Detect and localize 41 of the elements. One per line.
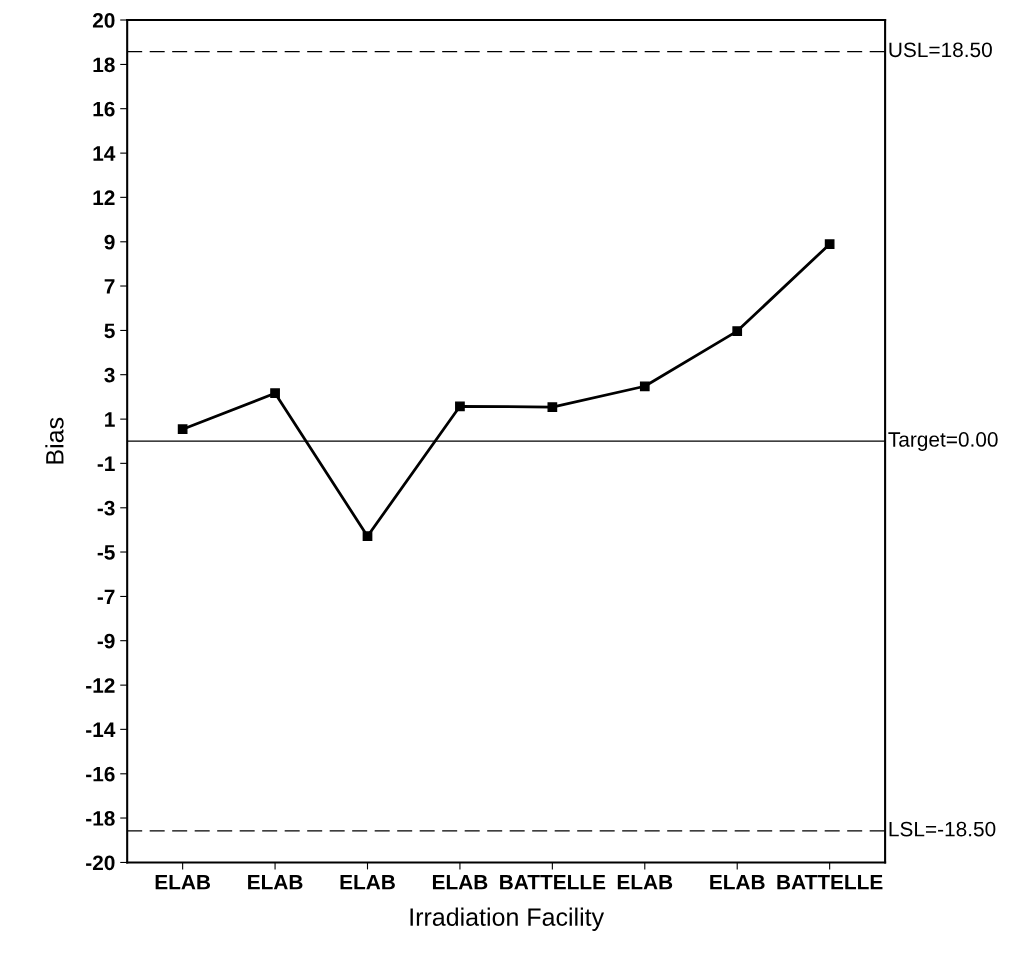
x-axis-title: Irradiation Facility	[410, 907, 605, 931]
y-tick-label: -5	[97, 545, 115, 560]
y-tick-label: -1	[97, 456, 115, 471]
y-tick-label: 5	[104, 323, 115, 339]
y-tick-label: -16	[86, 766, 115, 782]
point	[547, 402, 558, 412]
x-tick-label: ELAB	[617, 875, 673, 890]
x-tick-label: BATTELLE	[500, 875, 606, 890]
x-tick-label: ELAB	[340, 875, 395, 890]
ref-line-label: USL=18.50	[889, 42, 992, 58]
ref-line-label: Target=0.00	[888, 432, 998, 451]
y-tick-label: 20	[92, 13, 115, 28]
point	[455, 401, 465, 412]
y-tick-label: 16	[93, 101, 115, 117]
x-tick-label: ELAB	[710, 875, 765, 890]
y-axis-title: Bias	[45, 417, 64, 464]
y-tick-label: 12	[93, 190, 115, 205]
y-tick-label: -20	[86, 855, 115, 871]
y-tick-label: 7	[104, 279, 115, 294]
ref-line-label: LSL=-18.50	[889, 821, 996, 837]
y-tick-label: -7	[97, 589, 115, 605]
point	[362, 531, 373, 542]
y-tick-label: -9	[97, 633, 115, 649]
x-tick-label: ELAB	[432, 875, 488, 890]
x-tick-label: ELAB	[248, 875, 303, 890]
y-tick-label: -3	[97, 500, 115, 516]
point	[824, 239, 835, 249]
y-tick-label: 3	[104, 367, 115, 383]
x-tick-label: ELAB	[155, 875, 211, 890]
y-tick-label: 14	[93, 146, 116, 161]
point	[270, 388, 280, 399]
point	[639, 381, 650, 392]
y-tick-label: -12	[86, 678, 115, 693]
y-tick-label: -18	[86, 811, 115, 826]
y-tick-label: -14	[86, 722, 116, 737]
y-tick-label: 1	[105, 412, 115, 427]
y-tick-label: 9	[104, 234, 115, 250]
point	[177, 424, 188, 435]
point	[732, 326, 743, 336]
x-tick-label: BATTELLE	[777, 875, 883, 890]
y-tick-label: 18	[93, 57, 115, 73]
